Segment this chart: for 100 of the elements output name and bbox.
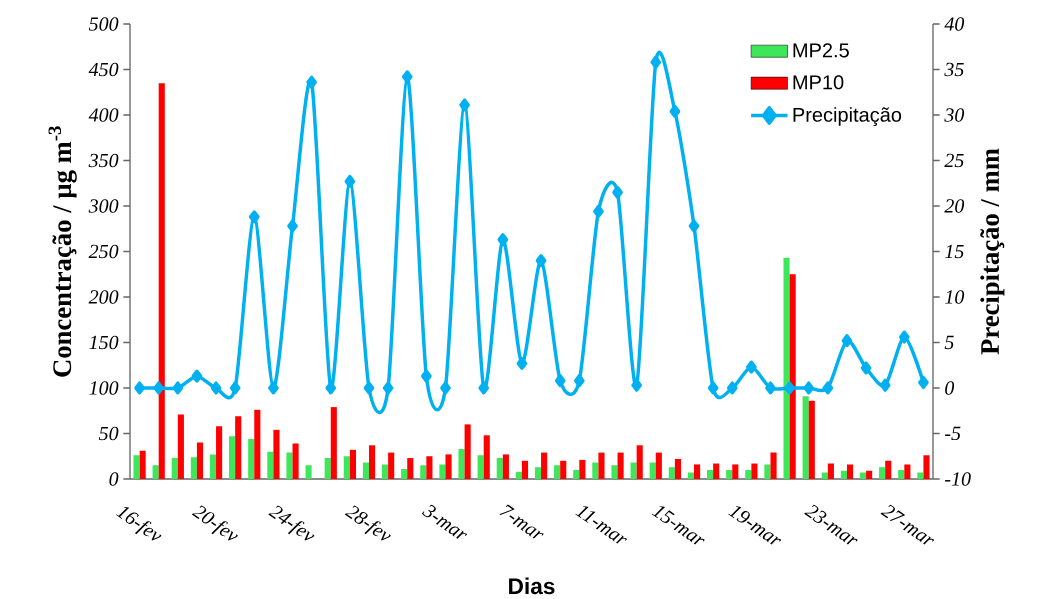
bar (611, 465, 618, 479)
y-tick-label: 450 (88, 62, 119, 77)
bar (554, 465, 561, 479)
bar (783, 257, 790, 479)
point (898, 330, 910, 344)
y2-tick-label: 35 (944, 62, 964, 77)
bar (745, 469, 752, 479)
bar (229, 436, 236, 479)
bar (401, 468, 408, 479)
bar (496, 458, 503, 479)
point (669, 104, 681, 118)
y2-tick-label: 30 (944, 108, 965, 122)
bar (464, 424, 471, 479)
bar (923, 455, 930, 479)
point (593, 204, 604, 218)
point (421, 369, 432, 383)
bar (407, 458, 414, 479)
point (248, 210, 260, 224)
y2-tick-label: 0 (945, 381, 955, 395)
bar (152, 465, 159, 479)
bar (560, 460, 567, 479)
point (172, 381, 184, 395)
point (879, 378, 891, 392)
point (440, 381, 451, 395)
point (268, 381, 279, 395)
point (612, 185, 623, 199)
bar (713, 463, 720, 479)
legend-label: MP2.5 (793, 43, 849, 58)
point (573, 374, 585, 388)
y-tick-label: 350 (88, 153, 119, 168)
bar (655, 452, 662, 479)
bar (190, 457, 197, 479)
y2-tick-label: 40 (944, 17, 965, 31)
point (287, 219, 298, 233)
y2-tick-label: -5 (945, 426, 961, 441)
point (497, 233, 509, 247)
bar (267, 451, 274, 479)
point (860, 361, 872, 375)
point (726, 381, 738, 395)
bar (534, 467, 542, 479)
bar (196, 442, 204, 479)
bar (133, 455, 140, 479)
bar (707, 469, 714, 479)
bar (598, 452, 605, 479)
legend-label: Precipitação (793, 107, 902, 126)
bar (158, 83, 165, 479)
y-tick-label: 250 (88, 244, 119, 259)
bar (668, 467, 675, 479)
bar (426, 456, 433, 479)
point (306, 75, 317, 89)
bar (866, 470, 873, 479)
bar (254, 409, 261, 479)
y2-tick-label: 25 (944, 153, 964, 168)
y2-tick-label: 5 (944, 335, 954, 350)
bar (764, 464, 771, 479)
bar (573, 469, 580, 479)
y-tick-label: 200 (88, 290, 119, 304)
point (516, 356, 528, 370)
bar (368, 445, 376, 479)
bar (904, 464, 911, 479)
bar (885, 460, 892, 479)
point (401, 70, 413, 84)
y-tick-label: 500 (88, 17, 119, 31)
bar (248, 438, 255, 479)
y-tick-label: 50 (98, 426, 119, 441)
bar (674, 458, 682, 479)
bar (292, 443, 299, 479)
bar (445, 454, 452, 479)
legend-label: MP10 (793, 75, 844, 90)
bar (617, 452, 624, 479)
bar (859, 472, 867, 479)
bar (305, 465, 312, 479)
point (325, 381, 337, 395)
x-axis-title: Dias (509, 577, 555, 595)
bar (171, 458, 178, 479)
bar (458, 448, 465, 479)
bar (846, 464, 854, 479)
bar (439, 464, 446, 479)
bar (694, 464, 701, 479)
bar (209, 454, 217, 479)
y-tick-label: 150 (89, 335, 119, 350)
bar (235, 416, 242, 479)
bar (477, 455, 484, 479)
bar (349, 449, 356, 479)
point (382, 381, 394, 395)
point (229, 381, 241, 395)
point (153, 381, 165, 395)
bar (592, 462, 599, 479)
point (765, 381, 776, 395)
y2-tick-label: -10 (945, 472, 971, 486)
bar (324, 458, 331, 479)
point (822, 381, 834, 395)
bar (139, 450, 146, 479)
point (191, 369, 203, 383)
point (707, 381, 719, 395)
bar (388, 452, 395, 479)
bar (362, 462, 369, 479)
y2-tick-label: 10 (945, 290, 965, 304)
bar (751, 463, 758, 479)
bar (789, 274, 796, 479)
